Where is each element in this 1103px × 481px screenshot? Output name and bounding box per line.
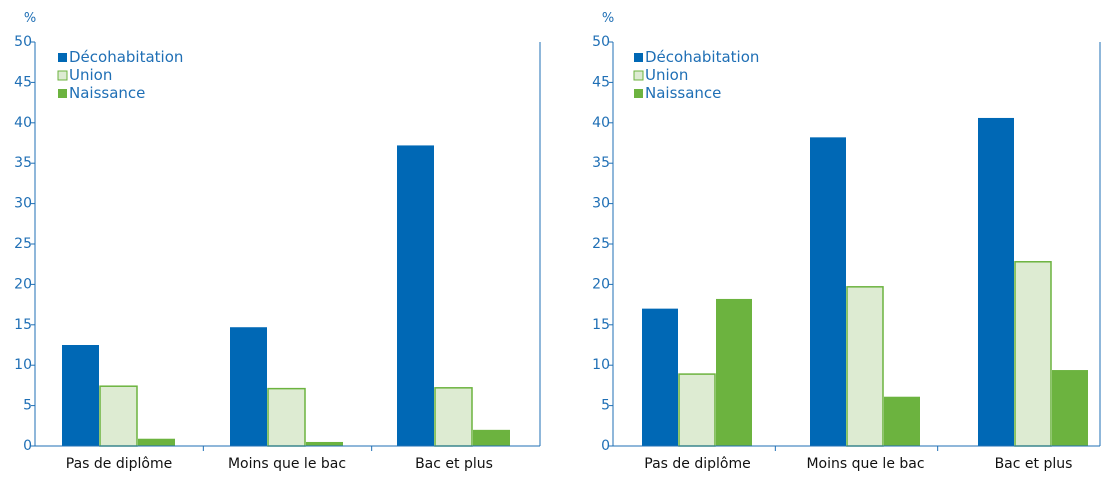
bar-decohabitation [62, 345, 99, 446]
legend-swatch [58, 53, 67, 62]
y-tick-label: 45 [14, 74, 32, 90]
y-tick-label: 30 [592, 196, 610, 212]
y-tick-label: 50 [592, 34, 610, 50]
legend-swatch [634, 53, 643, 62]
y-tick-label: 35 [592, 155, 610, 171]
y-tick-label: 40 [14, 115, 32, 131]
legend-swatch [634, 89, 643, 98]
y-tick-label: 5 [601, 398, 610, 414]
y-tick-label: 10 [592, 357, 610, 373]
legend-label: Naissance [645, 84, 721, 102]
y-tick-label: 50 [14, 34, 32, 50]
y-tick-label: 10 [14, 357, 32, 373]
bar-naissance [138, 438, 175, 446]
bar-union [1014, 261, 1052, 447]
legend-swatch [57, 70, 68, 81]
chart-panel-2: % 0 5 10 15 20 25 30 35 40 45 50 Pas de diplôme Moins… [592, 11, 1101, 472]
bar-decohabitation [642, 308, 678, 446]
bar-decohabitation [810, 137, 846, 446]
y-axis-label: % [602, 11, 614, 26]
x-tick-label: Moins que le bac [228, 456, 346, 472]
bar-union [434, 387, 473, 447]
bar-decohabitation [397, 145, 434, 446]
bar-union [267, 387, 306, 447]
bar-union [99, 385, 138, 447]
legend-label: Union [69, 66, 112, 84]
legend-swatch [58, 89, 67, 98]
legend-label: Décohabitation [69, 48, 183, 66]
y-tick-label: 15 [14, 317, 32, 333]
y-tick-label: 30 [14, 196, 32, 212]
y-tick-label: 5 [23, 398, 32, 414]
y-tick-label: 25 [14, 236, 32, 252]
x-tick-label: Moins que le bac [806, 456, 924, 472]
bar-decohabitation [230, 327, 267, 446]
legend-swatch [633, 70, 644, 81]
y-tick-label: 0 [601, 438, 610, 454]
x-tick-label: Bac et plus [415, 456, 493, 472]
y-axis-label: % [24, 11, 36, 26]
y-tick-label: 15 [592, 317, 610, 333]
y-tick-label: 45 [592, 74, 610, 90]
x-tick-label: Bac et plus [995, 456, 1073, 472]
legend-label: Union [645, 66, 688, 84]
bar-union [846, 286, 884, 447]
y-tick-label: 0 [23, 438, 32, 454]
bar-naissance [473, 429, 510, 446]
bar-naissance [1052, 370, 1088, 446]
bar-union [678, 373, 716, 447]
chart-panel-1: % 0 5 10 15 20 25 30 35 40 45 50 Pas de diplôme Moins… [14, 11, 541, 472]
y-tick-label: 20 [14, 276, 32, 292]
y-tick-label: 25 [592, 236, 610, 252]
bar-naissance [716, 298, 752, 446]
bar-decohabitation [978, 117, 1014, 447]
x-tick-label: Pas de diplôme [66, 456, 172, 472]
bar-naissance [306, 441, 343, 446]
legend-label: Décohabitation [645, 48, 759, 66]
x-tick-label: Pas de diplôme [644, 456, 750, 472]
bar-naissance [884, 396, 920, 446]
y-tick-label: 20 [592, 276, 610, 292]
y-tick-label: 40 [592, 115, 610, 131]
legend-label: Naissance [69, 84, 145, 102]
y-tick-label: 35 [14, 155, 32, 171]
